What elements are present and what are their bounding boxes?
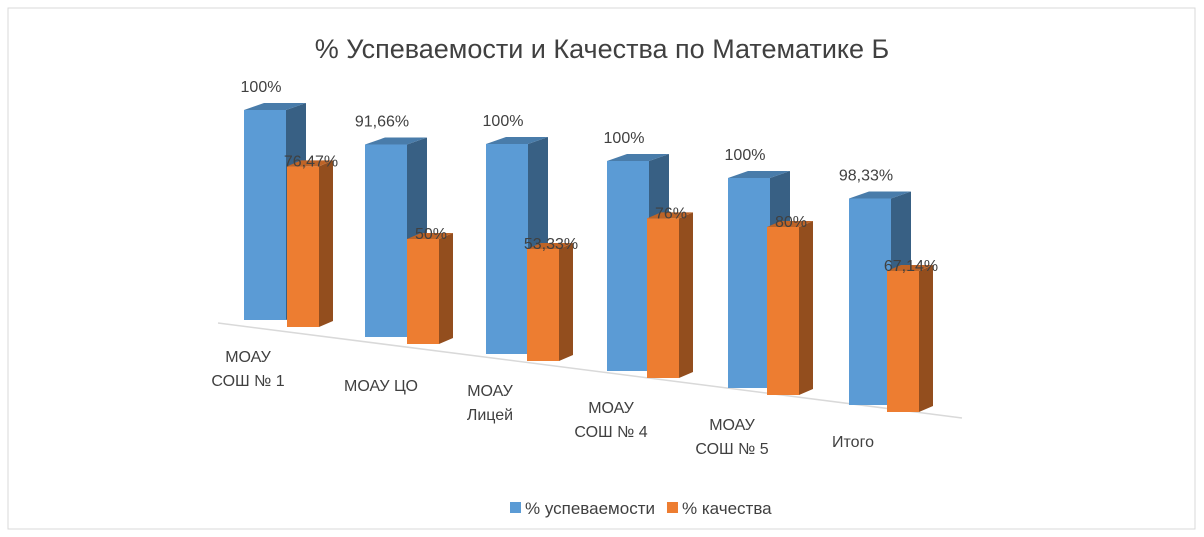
x-tick-label: МОАУ СОШ № 1 xyxy=(211,349,285,390)
x-tick-label: МОАУ ЦО xyxy=(344,378,418,395)
bar-top xyxy=(486,137,548,144)
bar-side xyxy=(919,265,933,412)
data-label: 100% xyxy=(604,130,645,147)
data-label: 100% xyxy=(483,113,524,130)
data-label: 80% xyxy=(775,214,807,231)
bar xyxy=(607,161,649,371)
chart-border xyxy=(7,7,1196,530)
legend-label: % успеваемости xyxy=(525,499,655,518)
bar xyxy=(527,249,559,361)
bar-top xyxy=(647,212,693,219)
data-label: 76,47% xyxy=(284,153,338,170)
bar-top xyxy=(527,243,573,250)
bar xyxy=(365,144,407,337)
bar-side xyxy=(319,160,333,327)
bar xyxy=(407,239,439,344)
data-label: 91,66% xyxy=(355,114,409,131)
bar-side xyxy=(799,221,813,395)
data-label: 76% xyxy=(655,205,687,222)
x-tick-label: МОАУ СОШ № 4 xyxy=(574,400,648,441)
legend-label: % качества xyxy=(682,499,772,518)
bar xyxy=(287,166,319,327)
bar xyxy=(767,227,799,395)
bar-top xyxy=(607,154,669,161)
bar-top xyxy=(244,103,306,110)
x-tick-label: МОАУ СОШ № 5 xyxy=(695,417,769,458)
bar-top xyxy=(287,160,333,167)
bar xyxy=(728,178,770,388)
data-label: 98,33% xyxy=(839,168,893,185)
bar-top xyxy=(728,171,790,178)
floor-line xyxy=(217,322,963,419)
bar xyxy=(244,110,286,320)
bar-side xyxy=(559,243,573,361)
bar-top xyxy=(849,191,911,199)
data-label: 100% xyxy=(241,79,282,96)
data-label: 100% xyxy=(725,147,766,164)
bar-side xyxy=(439,233,453,344)
legend-swatch xyxy=(510,502,521,513)
bar-top xyxy=(767,221,813,227)
bar xyxy=(486,144,528,354)
chart-title: % Успеваемости и Качества по Математике … xyxy=(315,34,890,64)
x-tick-label: Итого xyxy=(832,434,874,451)
bar xyxy=(887,271,919,412)
bar-top xyxy=(407,233,453,239)
data-label: 53,33% xyxy=(524,236,578,253)
bar-top xyxy=(365,137,427,145)
bar xyxy=(647,218,679,378)
bar-top xyxy=(887,265,933,272)
bar xyxy=(849,198,891,405)
legend-swatch xyxy=(666,502,678,513)
data-label: 50% xyxy=(415,226,447,243)
x-tick-label: МОАУ Лицей xyxy=(466,383,514,424)
bar-side xyxy=(679,212,693,378)
data-label: 67,14% xyxy=(884,258,938,275)
